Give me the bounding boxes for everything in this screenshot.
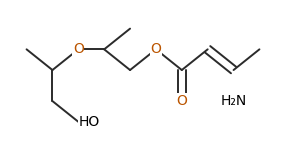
- Text: O: O: [176, 94, 187, 108]
- Text: H₂N: H₂N: [221, 94, 247, 108]
- Text: O: O: [150, 42, 161, 56]
- Text: O: O: [73, 42, 84, 56]
- Text: HO: HO: [78, 115, 100, 129]
